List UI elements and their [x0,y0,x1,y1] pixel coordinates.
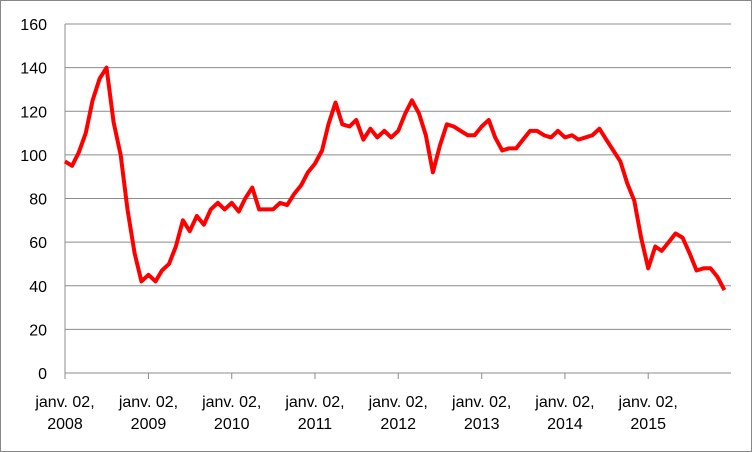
y-tick-label: 20 [29,322,47,339]
y-tick-label: 160 [20,17,47,34]
x-tick-label: janv. 02, 2015 [618,394,678,433]
x-tick-label: janv. 02, 2009 [118,394,178,433]
x-tick-label: janv. 02, 2010 [201,394,261,433]
y-tick-label: 60 [29,235,47,252]
y-tick-label: 0 [38,366,47,383]
x-tick-label: janv. 02, 2013 [451,394,511,433]
data-line [63,65,727,292]
x-tick-label: janv. 02, 2012 [368,394,428,433]
y-tick-label: 140 [20,61,47,78]
y-tick-label: 80 [29,192,47,209]
y-tick-label: 40 [29,279,47,296]
x-tick-label: janv. 02, 2008 [34,394,94,433]
x-tick-label: janv. 02, 2014 [534,394,594,433]
x-tick-label: janv. 02, 2011 [284,394,344,433]
y-tick-label: 120 [20,104,47,121]
y-tick-label: 100 [20,148,47,165]
